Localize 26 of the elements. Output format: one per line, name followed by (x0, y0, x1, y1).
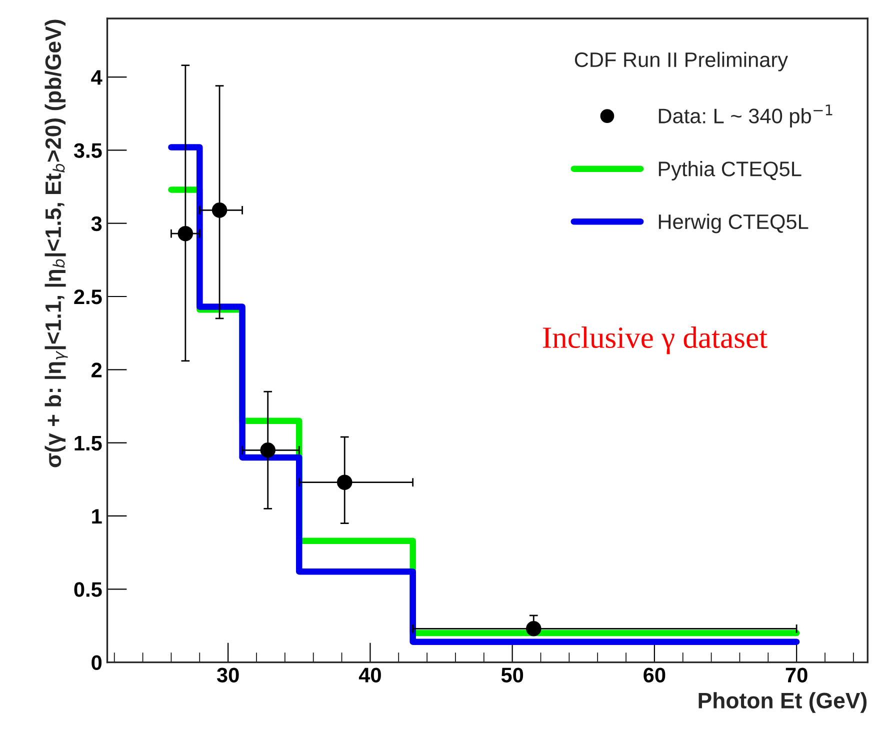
x-axis-title: Photon Et (GeV) (698, 692, 867, 713)
y-axis-title: σ(γ + b: |η$_{γ}$|<1.1, |η$_{b}$|<1.5, Et$_{b}$>20) (pb/GeV) (44, 20, 68, 468)
legend-title: CDF Run II Preliminary (574, 52, 788, 72)
x-tick-label: 50 (501, 668, 524, 682)
y-tick-label: 4 (91, 70, 102, 85)
x-tick-label: 70 (786, 668, 808, 682)
legend-label: Pythia CTEQ5L (658, 161, 802, 180)
point (212, 202, 228, 218)
y-tick-label: 0 (92, 655, 102, 670)
x-tick-label: 40 (358, 668, 381, 682)
y-tick-label: 2.5 (74, 290, 102, 304)
y-tick-label: 1.5 (74, 436, 102, 451)
y-tick-label: 2 (92, 362, 102, 378)
y-tick-label: 1 (92, 509, 102, 524)
y-tick-label: 3.5 (74, 143, 102, 158)
point (526, 621, 542, 636)
point (260, 442, 276, 458)
y-tick-label: 0.5 (74, 582, 102, 597)
x-tick-label: 30 (216, 668, 239, 682)
annotation: Inclusive γ dataset (543, 326, 768, 354)
legend-label: Data: L ~ 340 pb$^{−1}$ (658, 104, 832, 128)
point (178, 226, 194, 242)
x-tick-label: 60 (644, 668, 666, 682)
y-tick-label: 3 (91, 216, 102, 232)
legend-label: Herwig CTEQ5L (658, 214, 808, 234)
point (336, 474, 352, 490)
